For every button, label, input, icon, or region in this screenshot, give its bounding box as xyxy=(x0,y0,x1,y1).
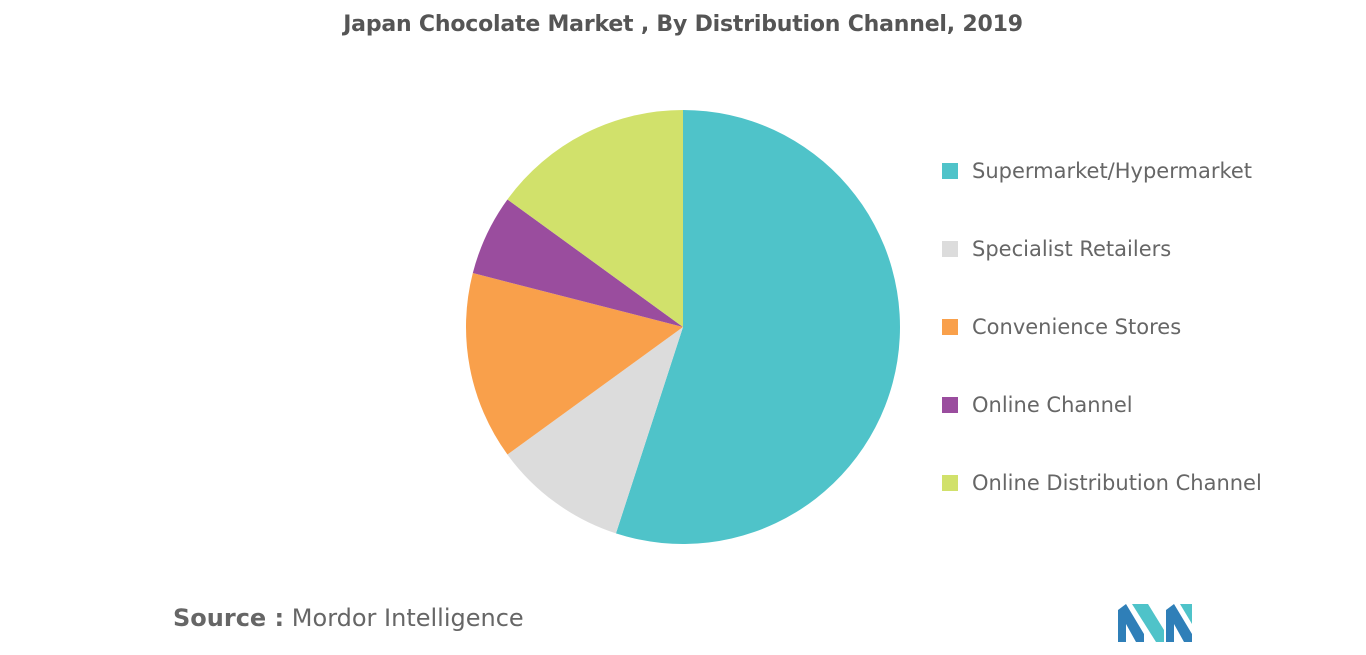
legend-item-specialist-retailers: Specialist Retailers xyxy=(942,228,1262,306)
legend-swatch xyxy=(942,319,958,335)
legend-item-online-channel: Online Channel xyxy=(942,384,1262,462)
source-text: Mordor Intelligence xyxy=(291,604,524,632)
legend-item-supermarket-hypermarket: Supermarket/Hypermarket xyxy=(942,150,1262,228)
source-label: Source : xyxy=(173,604,285,632)
pie-slice-convenience-stores xyxy=(466,273,683,455)
legend-label: Online Channel xyxy=(972,393,1133,417)
legend-swatch xyxy=(942,397,958,413)
legend-swatch xyxy=(942,241,958,257)
legend-label: Specialist Retailers xyxy=(972,237,1172,261)
legend-item-convenience-stores: Convenience Stores xyxy=(942,306,1262,384)
legend-label: Convenience Stores xyxy=(972,315,1182,339)
legend-swatch xyxy=(942,163,958,179)
pie-slice-supermarket-hypermarket xyxy=(615,110,900,544)
pie-slice-online-distribution-channel xyxy=(507,110,683,327)
legend-swatch xyxy=(942,475,958,491)
source-note: Source : Mordor Intelligence xyxy=(173,604,524,632)
legend-item-online-distribution-channel: Online Distribution Channel xyxy=(942,462,1262,540)
chart-legend: Supermarket/Hypermarket Specialist Retai… xyxy=(942,150,1262,540)
legend-label: Supermarket/Hypermarket xyxy=(972,159,1253,183)
mordor-intelligence-logo-icon xyxy=(1118,604,1192,642)
pie-slice-online-channel xyxy=(472,199,683,327)
pie-slice-specialist-retailers xyxy=(507,327,683,534)
legend-label: Online Distribution Channel xyxy=(972,471,1262,495)
chart-title: Japan Chocolate Market , By Distribution… xyxy=(343,12,1023,37)
